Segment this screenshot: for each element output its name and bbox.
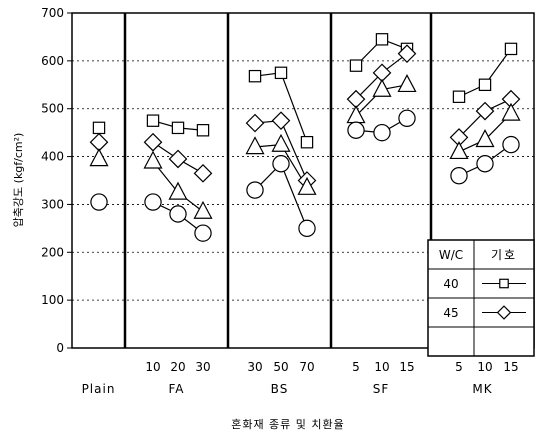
y-tick-label: 600	[41, 54, 64, 68]
x-tick-label: 30	[195, 360, 210, 374]
square-marker	[499, 278, 509, 289]
data-marks	[89, 33, 521, 242]
square-marker	[300, 135, 314, 149]
y-tick-label: 300	[41, 197, 64, 211]
group-label-sf: SF	[373, 382, 390, 396]
circle-marker	[194, 224, 212, 242]
y-tick-label: 500	[41, 102, 64, 116]
square-marker	[375, 33, 389, 46]
x-tick-label: 15	[399, 360, 414, 374]
legend-header-wc: W/C	[439, 248, 463, 262]
circle-marker	[298, 219, 316, 238]
x-tick-label: 5	[352, 360, 360, 374]
diamond-marker	[475, 101, 495, 121]
diamond-marker	[397, 44, 417, 64]
triangle-marker	[297, 176, 317, 195]
diamond-marker	[193, 163, 213, 183]
y-tick-label: 100	[41, 293, 64, 307]
y-tick-label: 700	[41, 6, 64, 20]
group-label-mk: MK	[472, 382, 492, 396]
circle-marker	[373, 123, 391, 142]
legend-header-symbol: 기호	[491, 248, 517, 262]
square-marker	[92, 121, 106, 135]
triangle-marker	[397, 74, 417, 93]
square-marker	[248, 69, 262, 83]
y-axis-label: 압축강도 (kgf/cm²)	[12, 133, 25, 228]
x-tick-label: 10	[477, 360, 492, 374]
diamond-marker	[496, 305, 512, 320]
diamond-marker	[143, 132, 163, 152]
group-label-plain: Plain	[82, 382, 116, 396]
square-marker	[196, 124, 210, 137]
triangle-marker	[168, 181, 188, 200]
circle-marker	[347, 121, 365, 139]
triangle-marker	[449, 141, 469, 160]
x-tick-label: 5	[455, 360, 463, 374]
square-marker	[349, 59, 363, 72]
y-tick-label: 200	[41, 245, 64, 259]
square-marker	[452, 90, 466, 103]
triangle-marker	[501, 102, 521, 121]
circle-marker	[144, 193, 162, 211]
circle-marker	[169, 205, 187, 223]
diamond-marker	[245, 113, 265, 133]
circle-marker	[246, 181, 264, 199]
circle-marker	[90, 193, 108, 211]
legend-wc-value: 40	[443, 277, 458, 291]
triangle-marker	[475, 129, 495, 148]
square-marker	[171, 121, 185, 135]
x-axis: Plain 10 20 30 FA 30 50 70 BS 5 10 15 SF 5 10 15 MK	[82, 360, 519, 396]
y-tick-label: 0	[56, 341, 64, 355]
y-axis: 0 100 200 300 400 500 600 700	[41, 6, 72, 355]
x-tick-label: 15	[503, 360, 518, 374]
x-tick-label: 20	[170, 360, 185, 374]
triangle-marker	[143, 150, 163, 169]
legend: W/C 기호 40 45	[427, 239, 535, 357]
diamond-marker	[89, 132, 109, 152]
diamond-marker	[168, 149, 188, 169]
triangle-marker	[245, 136, 265, 155]
group-label-fa: FA	[168, 382, 184, 396]
square-marker	[504, 42, 518, 56]
legend-wc-value: 45	[443, 306, 458, 320]
triangle-marker	[271, 133, 291, 152]
x-axis-label: 혼화재 종류 및 치환율	[231, 418, 345, 431]
square-marker	[478, 78, 492, 92]
plot-border	[71, 12, 535, 349]
y-tick-label: 400	[41, 150, 64, 164]
x-tick-label: 30	[247, 360, 262, 374]
circle-marker	[502, 135, 520, 154]
circle-marker	[450, 167, 468, 185]
square-marker	[274, 66, 288, 80]
triangle-marker	[372, 78, 392, 97]
circle-marker	[476, 155, 494, 173]
diamond-marker	[271, 111, 291, 131]
x-tick-label: 50	[273, 360, 288, 374]
circle-series-line	[254, 162, 308, 229]
square-marker	[146, 114, 160, 127]
x-tick-label: 10	[374, 360, 389, 374]
triangle-marker	[193, 200, 213, 219]
circle-marker	[272, 155, 290, 173]
x-tick-label: 10	[145, 360, 160, 374]
circle-marker	[398, 109, 416, 127]
triangle-marker	[346, 105, 366, 124]
group-label-bs: BS	[271, 382, 289, 396]
triangle-marker	[89, 148, 109, 167]
x-tick-label: 70	[299, 360, 314, 374]
square-series-line	[254, 72, 308, 143]
